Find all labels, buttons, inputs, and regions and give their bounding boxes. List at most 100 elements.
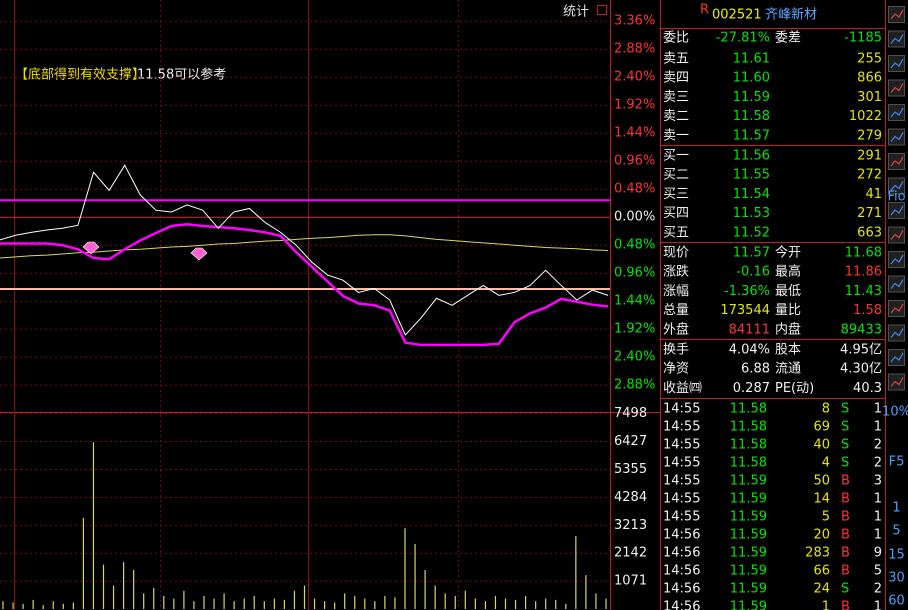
tool-label[interactable]: 1 bbox=[892, 501, 900, 516]
quote-text: 净资 bbox=[663, 362, 689, 377]
y-tick-label: 1.44% bbox=[614, 126, 655, 141]
quote-text: B bbox=[841, 546, 850, 561]
y-tick-label: 2.88% bbox=[614, 42, 655, 57]
quote-text: 1 bbox=[874, 510, 882, 525]
y-tick-label: 0.48% bbox=[614, 182, 655, 197]
quote-text: 今开 bbox=[775, 245, 801, 261]
price-line bbox=[0, 234, 609, 259]
quote-text: 89433 bbox=[841, 322, 882, 337]
quote-text: 14:55 bbox=[663, 510, 700, 525]
close-box[interactable] bbox=[597, 5, 607, 15]
y-tick-label: 2142 bbox=[614, 546, 647, 561]
y-tick-label: 4284 bbox=[614, 490, 647, 505]
stock-code: 002521 bbox=[712, 8, 762, 23]
y-tick-label: 2.88% bbox=[614, 378, 655, 393]
y-tick-label: 3213 bbox=[614, 518, 647, 533]
quote-text: 委差 bbox=[775, 31, 801, 46]
quote-text: 卖三 bbox=[663, 90, 689, 105]
quote-text: S bbox=[841, 456, 849, 471]
stat-button[interactable]: 统计 bbox=[563, 5, 589, 20]
tool-glyph bbox=[890, 34, 904, 44]
quote-text: 买一 bbox=[663, 149, 689, 164]
quote-text: 66 bbox=[813, 564, 830, 579]
quote-text: 8 bbox=[822, 402, 830, 417]
quote-text: 11.86 bbox=[845, 265, 882, 280]
tool-glyph bbox=[890, 303, 904, 314]
quote-text: 买四 bbox=[663, 206, 689, 221]
tool-glyph bbox=[890, 132, 904, 142]
quote-text: 1 bbox=[874, 492, 882, 507]
quote-text: 4 bbox=[822, 456, 830, 471]
quote-text: B bbox=[841, 564, 850, 579]
quote-text: 11.57 bbox=[733, 246, 770, 261]
quote-text: 6.88 bbox=[741, 362, 770, 377]
quote-text: 11.59 bbox=[730, 528, 767, 543]
quote-text: -0.16 bbox=[736, 265, 770, 280]
quote-text: 866 bbox=[857, 71, 882, 86]
quote-text: 11.56 bbox=[733, 149, 770, 164]
quote-text: 255 bbox=[857, 52, 882, 67]
quote-text: 40.3 bbox=[853, 381, 882, 396]
quote-text: -1185 bbox=[844, 31, 882, 46]
quote-text: 1 bbox=[874, 600, 882, 610]
quote-text: 4.30亿 bbox=[840, 362, 882, 377]
tool-label[interactable]: 10% bbox=[882, 405, 908, 420]
quote-text: 涨跌 bbox=[663, 264, 689, 280]
quote-text: B bbox=[841, 528, 850, 543]
quote-text: 11.57 bbox=[733, 128, 770, 143]
tool-glyph bbox=[890, 205, 904, 216]
chart-layer: 3.36% 2.88% 2.40% 1.92% 1.44% 0.96% 0.48% 0.00%… bbox=[0, 14, 655, 609]
y-tick-label: 1.92% bbox=[614, 98, 655, 113]
quote-text: 11.59 bbox=[730, 474, 767, 489]
tool-glyph bbox=[890, 230, 904, 240]
quote-text: 11.60 bbox=[733, 71, 770, 86]
tool-label[interactable]: 15 bbox=[888, 548, 905, 563]
quote-text: 11.58 bbox=[730, 456, 767, 471]
quote-text: 11.58 bbox=[730, 438, 767, 453]
quote-text: 11.59 bbox=[730, 510, 767, 525]
quote-text: 69 bbox=[813, 420, 830, 435]
quote-text: 11.68 bbox=[845, 246, 882, 261]
quote-text: 总量 bbox=[663, 303, 689, 318]
tool-glyph bbox=[890, 83, 904, 93]
y-tick-label: 0.48% bbox=[614, 238, 655, 253]
quote-text: 2 bbox=[874, 582, 882, 597]
quote-text: -1.36% bbox=[724, 284, 770, 299]
tool-label[interactable]: F5 bbox=[889, 455, 905, 470]
quote-text: 20 bbox=[813, 528, 830, 543]
quote-text: -27.81% bbox=[716, 31, 770, 46]
quote-text: 买五 bbox=[663, 225, 689, 240]
quote-text: 14:55 bbox=[663, 420, 700, 435]
quote-text: 11.43 bbox=[845, 284, 882, 299]
quote-text: 买三 bbox=[663, 187, 689, 202]
annotation: 11.58可以参考 bbox=[137, 67, 226, 83]
tool-label[interactable]: 30 bbox=[888, 571, 905, 586]
quote-text: 9 bbox=[874, 546, 882, 561]
quote-text: S bbox=[841, 420, 849, 435]
quote-text: 14:56 bbox=[663, 564, 700, 579]
tool-label[interactable]: 5 bbox=[892, 524, 900, 539]
quote-text: 1 bbox=[822, 600, 830, 610]
quote-text: 收益㈣ bbox=[663, 381, 702, 396]
quote-text: 14:56 bbox=[663, 582, 700, 597]
y-tick-label: 2.40% bbox=[614, 350, 655, 365]
quote-text: 卖五 bbox=[663, 52, 689, 67]
quote-text: 1 bbox=[874, 420, 882, 435]
quote-text: 11.59 bbox=[730, 546, 767, 561]
quote-text: 股本 bbox=[775, 343, 801, 358]
tool-label[interactable]: Fio bbox=[887, 190, 905, 205]
tool-label[interactable]: 60 bbox=[888, 594, 905, 609]
quote-text: 24 bbox=[813, 582, 830, 597]
quote-text: S bbox=[841, 438, 849, 453]
quote-text: 11.58 bbox=[730, 402, 767, 417]
quote-text: 279 bbox=[857, 128, 882, 143]
tool-glyph bbox=[890, 156, 904, 167]
quote-text: 14:56 bbox=[663, 600, 700, 610]
quote-text: B bbox=[841, 600, 850, 610]
quote-text: 量比 bbox=[775, 303, 801, 318]
annotation: 【底部得到有效支撑】 bbox=[15, 67, 145, 83]
